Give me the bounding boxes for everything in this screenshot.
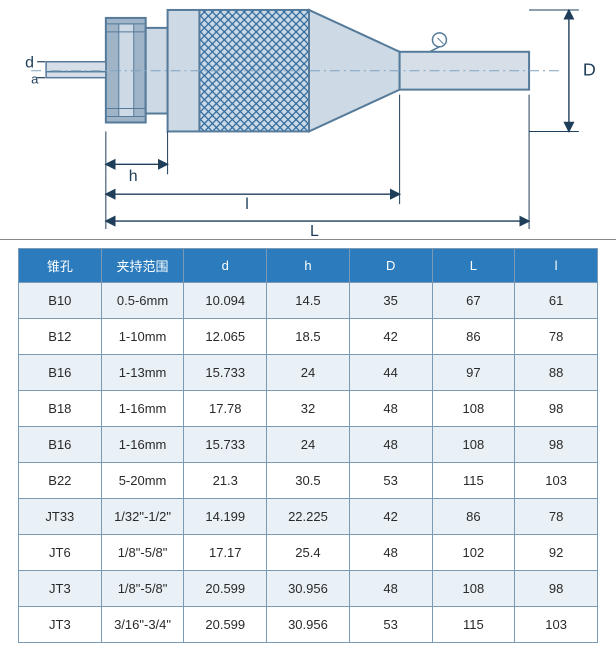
table-cell: 97 — [432, 355, 515, 391]
table-cell: 53 — [349, 607, 432, 643]
table-cell: B22 — [19, 463, 102, 499]
col-D: D — [349, 249, 432, 283]
table-cell: 86 — [432, 319, 515, 355]
table-cell: 78 — [515, 499, 598, 535]
label-d: d — [25, 55, 34, 72]
label-l: l — [245, 196, 249, 213]
table-cell: 1-10mm — [101, 319, 184, 355]
table-cell: 21.3 — [184, 463, 267, 499]
table-cell: 103 — [515, 463, 598, 499]
table-row: JT61/8"-5/8"17.1725.44810292 — [19, 535, 598, 571]
table-row: JT31/8"-5/8"20.59930.9564810898 — [19, 571, 598, 607]
table-cell: 67 — [432, 283, 515, 319]
col-taper: 锥孔 — [19, 249, 102, 283]
table-cell: 48 — [349, 427, 432, 463]
table-cell: 48 — [349, 391, 432, 427]
table-cell: JT33 — [19, 499, 102, 535]
table-row: JT33/16"-3/4"20.59930.95653115103 — [19, 607, 598, 643]
table-row: B100.5-6mm10.09414.5356761 — [19, 283, 598, 319]
table-cell: 30.956 — [267, 571, 350, 607]
table-cell: 35 — [349, 283, 432, 319]
table-row: B225-20mm21.330.553115103 — [19, 463, 598, 499]
table-cell: 17.17 — [184, 535, 267, 571]
table-cell: 86 — [432, 499, 515, 535]
table-cell: 20.599 — [184, 607, 267, 643]
table-cell: 115 — [432, 607, 515, 643]
table-cell: 1/32"-1/2" — [101, 499, 184, 535]
table-cell: B16 — [19, 355, 102, 391]
table-cell: 12.065 — [184, 319, 267, 355]
col-range: 夹持范围 — [101, 249, 184, 283]
table-cell: JT3 — [19, 607, 102, 643]
table-header-row: 锥孔 夹持范围 d h D L l — [19, 249, 598, 283]
table-cell: 14.199 — [184, 499, 267, 535]
table-cell: 32 — [267, 391, 350, 427]
table-row: B161-16mm15.733244810898 — [19, 427, 598, 463]
col-d: d — [184, 249, 267, 283]
table-cell: 103 — [515, 607, 598, 643]
table-cell: 17.78 — [184, 391, 267, 427]
table-cell: 88 — [515, 355, 598, 391]
table-cell: 1-16mm — [101, 391, 184, 427]
table-row: B121-10mm12.06518.5428678 — [19, 319, 598, 355]
table-cell: 1-16mm — [101, 427, 184, 463]
col-L: L — [432, 249, 515, 283]
table-cell: 1/8"-5/8" — [101, 571, 184, 607]
table-cell: 78 — [515, 319, 598, 355]
table-cell: 44 — [349, 355, 432, 391]
spec-table: 锥孔 夹持范围 d h D L l B100.5-6mm10.09414.535… — [18, 248, 598, 643]
table-cell: 15.733 — [184, 355, 267, 391]
label-h: h — [129, 168, 138, 185]
table-cell: 108 — [432, 427, 515, 463]
table-cell: 20.599 — [184, 571, 267, 607]
table-cell: 108 — [432, 391, 515, 427]
table-cell: 30.5 — [267, 463, 350, 499]
table-row: JT331/32"-1/2"14.19922.225428678 — [19, 499, 598, 535]
table-cell: 98 — [515, 427, 598, 463]
table-cell: 24 — [267, 355, 350, 391]
table-cell: 1/8"-5/8" — [101, 535, 184, 571]
table-cell: 10.094 — [184, 283, 267, 319]
table-cell: 15.733 — [184, 427, 267, 463]
table-cell: B10 — [19, 283, 102, 319]
col-h: h — [267, 249, 350, 283]
table-cell: B16 — [19, 427, 102, 463]
table-cell: B12 — [19, 319, 102, 355]
table-cell: 98 — [515, 571, 598, 607]
table-row: B161-13mm15.73324449788 — [19, 355, 598, 391]
label-a: a — [31, 72, 39, 87]
table-cell: 30.956 — [267, 607, 350, 643]
table-cell: 42 — [349, 319, 432, 355]
table-cell: 42 — [349, 499, 432, 535]
table-cell: 22.225 — [267, 499, 350, 535]
table-cell: 115 — [432, 463, 515, 499]
table-cell: 92 — [515, 535, 598, 571]
table-cell: 5-20mm — [101, 463, 184, 499]
table-cell: 25.4 — [267, 535, 350, 571]
table-cell: 18.5 — [267, 319, 350, 355]
table-cell: 61 — [515, 283, 598, 319]
table-cell: 48 — [349, 535, 432, 571]
table-cell: B18 — [19, 391, 102, 427]
table-cell: 102 — [432, 535, 515, 571]
spec-table-area: 锥孔 夹持范围 d h D L l B100.5-6mm10.09414.535… — [0, 240, 616, 653]
table-cell: 98 — [515, 391, 598, 427]
col-l: l — [515, 249, 598, 283]
table-body: B100.5-6mm10.09414.5356761B121-10mm12.06… — [19, 283, 598, 643]
table-cell: 3/16"-3/4" — [101, 607, 184, 643]
table-cell: JT6 — [19, 535, 102, 571]
table-cell: JT3 — [19, 571, 102, 607]
table-cell: 24 — [267, 427, 350, 463]
label-L: L — [310, 223, 319, 239]
table-cell: 0.5-6mm — [101, 283, 184, 319]
technical-diagram: d a D h l L — [0, 0, 616, 240]
table-cell: 53 — [349, 463, 432, 499]
table-cell: 14.5 — [267, 283, 350, 319]
table-cell: 108 — [432, 571, 515, 607]
table-cell: 1-13mm — [101, 355, 184, 391]
label-D: D — [583, 60, 596, 80]
chuck-drawing: d a D h l L — [0, 0, 616, 239]
table-row: B181-16mm17.78324810898 — [19, 391, 598, 427]
table-cell: 48 — [349, 571, 432, 607]
